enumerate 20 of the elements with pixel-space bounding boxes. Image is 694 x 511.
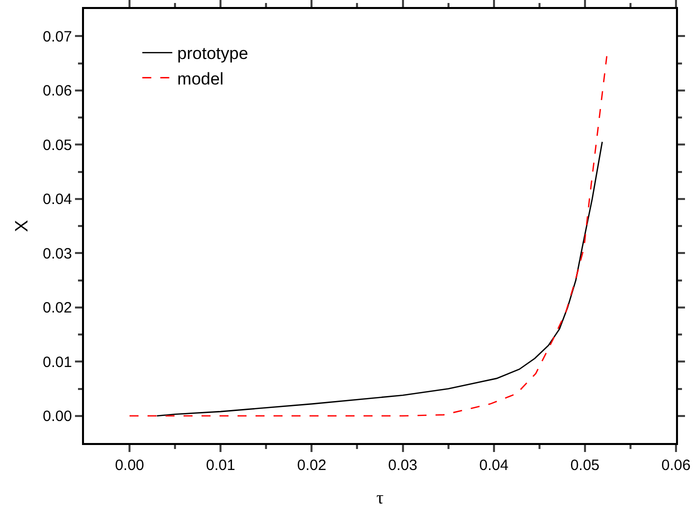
y-tick-label: 0.03 [42,245,72,262]
line-series [156,141,603,417]
y-tick-label: 0.07 [42,28,72,46]
y-tick-label: 0.05 [42,136,72,154]
y-tick-label: 0.06 [42,82,72,100]
y-tick-label: 0.02 [42,300,72,317]
x-tick-label: 0.03 [388,457,418,474]
legend-label: prototype [177,44,248,64]
legend-label: model [177,69,224,88]
y-axis-title: X [11,220,32,232]
y-tick-label: 0.04 [42,191,72,208]
y-tick-label: 0.00 [42,408,72,426]
x-tick-label: 0.06 [661,457,691,474]
x-axis-title: τ [376,488,384,508]
x-tick-label: 0.01 [206,457,236,474]
x-tick-label: 0.05 [570,457,600,474]
y-tick-label: 0.01 [42,354,72,371]
x-tick-label: 0.04 [479,457,508,474]
x-tick-label: 0.02 [297,457,326,474]
x-tick-label: 0.00 [114,457,144,474]
